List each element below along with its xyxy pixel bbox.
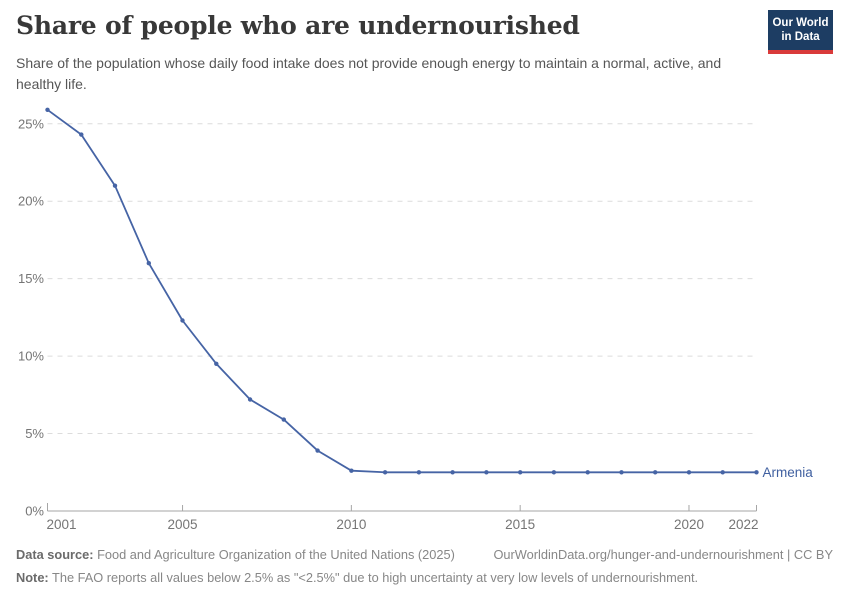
data-point [315, 448, 320, 453]
data-point [214, 361, 219, 366]
y-tick-label: 25% [18, 116, 44, 131]
page-title: Share of people who are undernourished [16, 11, 580, 40]
data-point [45, 107, 50, 112]
owid-citation-link[interactable]: OurWorldinData.org/hunger-and-undernouri… [493, 547, 833, 562]
y-tick-label: 10% [18, 349, 44, 364]
data-point [653, 470, 658, 475]
data-point [450, 470, 455, 475]
owid-logo-line1: Our World [772, 17, 829, 29]
x-tick-label: 2022 [728, 517, 758, 532]
data-point [349, 468, 354, 473]
data-point [754, 470, 759, 475]
data-point [551, 470, 557, 475]
data-point [518, 470, 523, 475]
owid-logo[interactable]: Our World in Data [768, 10, 833, 54]
data-source-line: Data source: Food and Agriculture Organi… [16, 546, 455, 563]
data-point [686, 470, 692, 475]
note-line: Note: The FAO reports all values below 2… [16, 569, 698, 586]
line-chart: 0% 5% 10% 15% 20% 25% 2001 2005 2010 2015 2020 2022… [18, 107, 814, 532]
note-text: The FAO reports all values below 2.5% as… [48, 570, 699, 586]
data-point [484, 470, 489, 475]
data-point [382, 470, 388, 475]
data-point [146, 261, 151, 266]
x-tick-label: 2015 [505, 517, 535, 532]
data-point [79, 132, 84, 137]
data-point [112, 183, 118, 188]
chart-subtitle: Share of the population whose daily food… [16, 55, 722, 93]
x-tick-label: 2005 [168, 517, 198, 532]
data-point [247, 397, 253, 402]
data-source-text: Food and Agriculture Organization of the… [93, 547, 455, 562]
data-point [619, 470, 624, 475]
x-tick-label: 2020 [674, 517, 704, 532]
data-point [281, 417, 286, 422]
series-line [46, 108, 758, 474]
x-tick-label: 2001 [47, 517, 77, 532]
y-tick-label: 15% [18, 271, 44, 286]
y-tick-label: 0% [25, 504, 44, 519]
series-label: Armenia [763, 465, 814, 480]
data-source-label: Data source: [16, 547, 94, 562]
owid-logo-line2: in Data [781, 31, 820, 44]
chart-footer: Data source: Food and Agriculture Organi… [16, 546, 833, 587]
note-label: Note: [16, 570, 49, 586]
x-tick-label: 2010 [336, 517, 366, 532]
data-point [416, 470, 422, 475]
data-point [180, 318, 185, 323]
y-tick-label: 20% [18, 194, 44, 209]
data-point [585, 470, 590, 475]
y-tick-label: 5% [25, 426, 44, 441]
data-point [720, 470, 725, 475]
